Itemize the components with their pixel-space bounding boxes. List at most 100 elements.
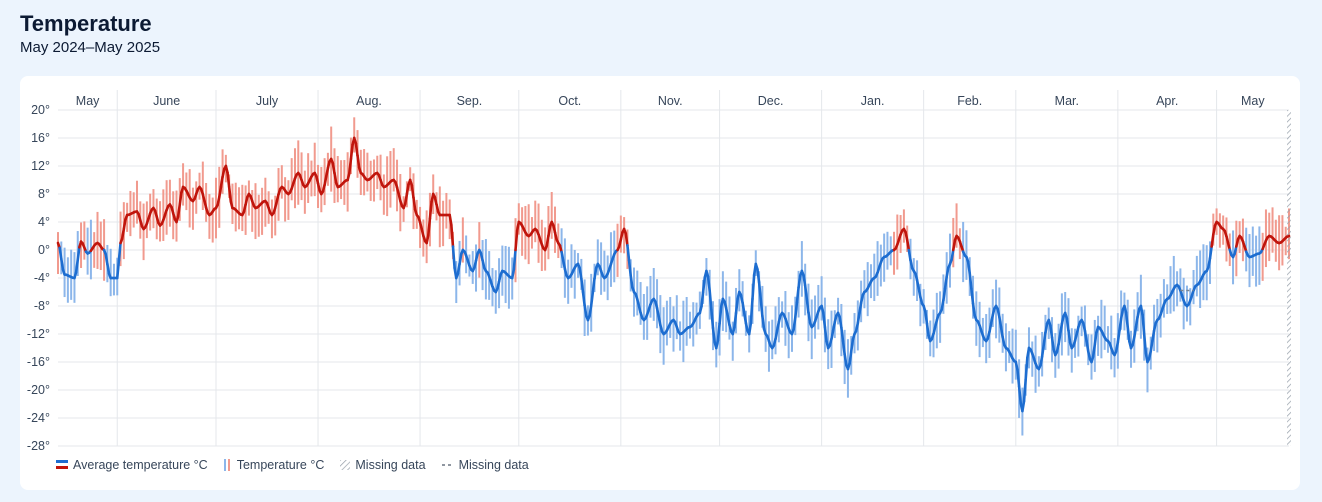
average-line-segment xyxy=(733,311,738,329)
temperature-range-bar xyxy=(1037,356,1040,387)
average-line-segment xyxy=(854,321,860,333)
y-tick-label: -28° xyxy=(27,439,50,453)
average-line-segment xyxy=(761,314,766,331)
temperature-range-bar xyxy=(800,241,803,297)
temperature-range-bar xyxy=(320,167,323,213)
average-line-segment xyxy=(1118,317,1123,332)
average-line-segment xyxy=(655,306,660,318)
grid xyxy=(58,90,1289,447)
average-line-segment xyxy=(856,311,861,325)
average-line-segment xyxy=(942,287,947,302)
temperature-range-bar xyxy=(445,192,448,229)
temperature-range-bar xyxy=(912,258,915,296)
average-line-segment xyxy=(701,276,707,294)
average-line-segment xyxy=(951,239,957,252)
average-line-segment xyxy=(626,244,631,262)
average-line-segment xyxy=(226,171,231,189)
average-line-segment xyxy=(425,234,430,245)
average-line-segment xyxy=(915,278,921,290)
x-month-label: Feb. xyxy=(957,94,982,108)
temperature-range-bar xyxy=(955,203,958,248)
temperature-range-bar xyxy=(939,291,942,343)
x-month-label: Apr. xyxy=(1156,94,1178,108)
temperature-range-bar xyxy=(886,231,889,270)
temperature-range-bar xyxy=(820,276,823,321)
average-line-segment xyxy=(76,245,81,262)
average-line-segment xyxy=(178,191,183,206)
average-line-segment xyxy=(510,267,516,280)
temperature-range-bar xyxy=(1097,315,1100,356)
y-tick-label: -20° xyxy=(27,383,50,397)
average-line-segment xyxy=(629,274,634,289)
average-line-segment xyxy=(1134,315,1139,329)
temperature-range-bar xyxy=(665,300,668,346)
average-line-segment xyxy=(907,248,912,262)
temperature-range-bar xyxy=(162,189,165,241)
average-line-segment xyxy=(106,262,111,275)
legend-label-missing-dash: Missing data xyxy=(458,458,529,472)
average-line-segment xyxy=(561,259,567,271)
average-line-segment xyxy=(716,322,721,342)
average-line-segment xyxy=(403,192,409,205)
temperature-range-bar xyxy=(369,160,372,201)
flag-swatch-icon xyxy=(56,460,68,469)
average-line-segment xyxy=(1085,339,1090,353)
average-line-segment xyxy=(581,290,586,307)
average-line-segment xyxy=(849,338,855,353)
temperature-range-bar xyxy=(208,194,211,239)
average-line-segment xyxy=(1210,233,1215,248)
average-line-segment xyxy=(718,305,723,325)
average-line-segment xyxy=(968,272,973,290)
average-line-segment xyxy=(219,175,224,189)
average-line-segment xyxy=(59,257,65,271)
temperature-range-bar xyxy=(1014,329,1017,380)
average-line-segment xyxy=(830,329,835,341)
temperature-range-bar xyxy=(83,221,86,260)
y-tick-label: 0° xyxy=(38,243,50,257)
average-line-segment xyxy=(1081,321,1087,333)
average-line-segment xyxy=(515,220,521,233)
legend-item-range[interactable]: Temperature °C xyxy=(223,458,324,472)
average-line-segment xyxy=(583,304,588,318)
average-line-segment xyxy=(426,217,432,237)
legend-label-missing-hatch: Missing data xyxy=(355,458,426,472)
average-line-segment xyxy=(1065,317,1070,332)
temperature-range-bar xyxy=(1172,255,1175,312)
average-line-segment xyxy=(711,326,716,344)
legend-item-missing-dash[interactable]: Missing data xyxy=(441,458,529,472)
temperature-range-bar xyxy=(340,160,343,200)
average-line-segment xyxy=(1060,314,1065,326)
temperature-range-bar xyxy=(1090,334,1093,380)
legend-item-missing-hatch[interactable]: Missing data xyxy=(340,458,426,472)
average-line-segment xyxy=(1044,322,1049,335)
average-line-segment xyxy=(1131,335,1136,347)
average-line-segment xyxy=(176,203,182,218)
average-line-segment xyxy=(354,142,359,157)
temperature-range-bar xyxy=(382,174,385,215)
average-line-segment xyxy=(1139,304,1144,317)
temperature-range-bar xyxy=(1169,266,1172,314)
average-line-segment xyxy=(1017,385,1023,405)
legend-item-average[interactable]: Average temperature °C xyxy=(56,458,208,472)
temperature-range-bar xyxy=(201,161,204,210)
average-line-segment xyxy=(843,353,848,367)
x-month-label: Dec. xyxy=(758,94,784,108)
temperature-range-bar xyxy=(1258,226,1261,285)
average-line-segment xyxy=(1207,256,1212,269)
average-line-segment xyxy=(741,301,746,315)
temperature-range-bar xyxy=(159,201,162,242)
temperature-range-bar xyxy=(675,295,678,340)
average-line-segment xyxy=(744,321,749,333)
average-line-segment xyxy=(1126,325,1131,343)
average-line-segment xyxy=(1057,332,1062,346)
temperature-range-bar xyxy=(119,211,122,267)
temperature-range-bar xyxy=(567,259,570,304)
temperature-range-bar xyxy=(603,250,606,292)
average-line-segment xyxy=(1042,331,1047,346)
temperature-range-bar xyxy=(284,177,287,222)
average-line-segment xyxy=(1149,339,1154,353)
temperature-range-bar xyxy=(649,275,652,318)
temperature-range-bar xyxy=(771,319,774,360)
average-line-segment xyxy=(970,287,975,305)
legend: Average temperature °C Temperature °C Mi… xyxy=(56,458,529,472)
